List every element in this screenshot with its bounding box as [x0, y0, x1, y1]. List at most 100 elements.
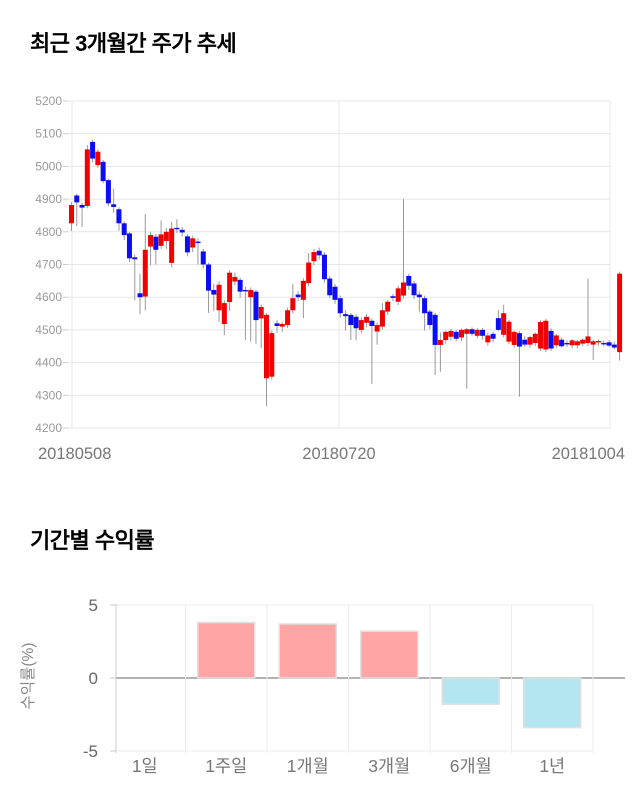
candle-body — [432, 314, 438, 345]
candle — [253, 290, 259, 344]
candle — [590, 339, 596, 360]
candle-body — [337, 298, 343, 314]
candle — [221, 300, 227, 336]
candle-body — [258, 307, 264, 319]
candle — [269, 330, 275, 380]
candle-body — [448, 330, 454, 337]
candle-body — [316, 250, 322, 256]
candle — [617, 271, 623, 361]
candle-body — [480, 329, 486, 336]
candle — [311, 248, 317, 266]
candle-body — [617, 273, 623, 353]
candle-body — [295, 294, 301, 298]
category-label: 1주일 — [205, 756, 247, 776]
candle — [379, 303, 385, 330]
candle-body — [406, 275, 412, 286]
candle-body — [564, 342, 570, 345]
candle — [148, 231, 154, 266]
x-tick-label: 20180720 — [302, 445, 375, 463]
candle — [295, 291, 301, 302]
candle-body — [469, 329, 475, 334]
candle-body — [574, 341, 580, 346]
y-tick-label: 5000 — [35, 159, 62, 173]
candle — [390, 293, 396, 302]
return-bar — [278, 623, 337, 679]
candle — [506, 320, 512, 345]
return-bar — [197, 621, 256, 679]
candle-body — [495, 318, 501, 330]
y-axis-title: 수익률(%) — [19, 643, 37, 710]
candle-body — [232, 276, 238, 282]
candle-body — [590, 341, 596, 345]
candle — [263, 312, 269, 407]
candle-body — [142, 249, 148, 297]
y-tick-label: 4700 — [35, 258, 62, 272]
candle — [163, 227, 169, 249]
candle-body — [279, 324, 285, 327]
candle — [580, 338, 586, 347]
return-bar — [441, 677, 500, 706]
candle — [401, 199, 407, 299]
y-tick-label: 4200 — [35, 421, 62, 435]
candle — [74, 193, 80, 227]
candle-body — [569, 340, 575, 346]
candle — [353, 314, 359, 341]
candle-body — [111, 204, 117, 207]
candle — [121, 221, 127, 240]
candle-body — [216, 284, 222, 311]
candle-body — [527, 337, 533, 345]
candle-body — [543, 320, 549, 350]
candle — [569, 339, 575, 349]
candle — [480, 327, 486, 340]
candle — [79, 203, 85, 227]
candle — [474, 327, 480, 339]
candle-body — [290, 298, 296, 311]
candle — [126, 231, 132, 262]
candle — [258, 304, 264, 349]
candle — [111, 188, 117, 213]
candle-body — [353, 316, 359, 329]
returns-chart-title: 기간별 수익률 — [30, 528, 155, 553]
candle-body — [443, 331, 449, 341]
candle-body — [300, 280, 306, 300]
y-tick-label: 5200 — [35, 94, 62, 108]
candle-body — [390, 296, 396, 298]
candle — [321, 252, 327, 283]
candle — [142, 213, 148, 311]
candle — [95, 149, 101, 168]
candle — [200, 248, 206, 269]
candle — [453, 329, 459, 342]
candle-body — [501, 313, 507, 335]
candle-body — [253, 291, 259, 321]
candle — [564, 340, 570, 347]
price-chart-title: 최근 3개월간 주가 추세 — [30, 31, 237, 56]
candle — [285, 307, 291, 328]
candle-body — [269, 333, 275, 377]
candle-body — [137, 293, 143, 298]
candle — [469, 327, 475, 336]
candle — [242, 286, 248, 341]
candle-body — [79, 204, 85, 208]
candle — [179, 226, 185, 237]
category-label: 1년 — [539, 756, 565, 776]
y-tick-label: 4400 — [35, 356, 62, 370]
x-tick-label: 20181004 — [552, 445, 625, 463]
candle-body — [200, 251, 206, 265]
candle-body — [169, 228, 175, 263]
candle — [553, 333, 559, 349]
candle-body — [242, 290, 248, 292]
candle-body — [385, 301, 391, 312]
candle-body — [84, 149, 90, 206]
candle — [411, 280, 417, 300]
candle-body — [211, 290, 217, 295]
candle — [174, 219, 180, 234]
candle-body — [274, 323, 280, 326]
candle — [237, 277, 243, 298]
candle-body — [511, 331, 517, 345]
y-tick-label: 5 — [89, 596, 98, 615]
candle — [84, 145, 90, 209]
candle — [116, 207, 122, 231]
candle-body — [121, 223, 127, 236]
candle — [227, 270, 233, 311]
candle-body — [179, 229, 185, 233]
